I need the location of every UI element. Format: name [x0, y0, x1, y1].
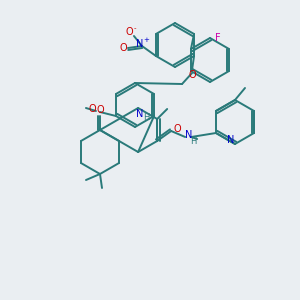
Text: N: N: [136, 39, 144, 49]
Text: H: H: [143, 113, 149, 122]
Text: +: +: [143, 37, 149, 43]
Text: O: O: [188, 70, 196, 80]
Text: N: N: [136, 109, 144, 119]
Text: -: -: [134, 25, 136, 31]
Text: O: O: [119, 43, 127, 53]
Text: O: O: [96, 105, 104, 115]
Text: O: O: [125, 27, 133, 37]
Text: N: N: [185, 130, 193, 140]
Text: H: H: [190, 136, 196, 146]
Text: F: F: [215, 33, 221, 43]
Text: O: O: [88, 104, 96, 114]
Text: O: O: [173, 124, 181, 134]
Text: N: N: [227, 135, 235, 145]
